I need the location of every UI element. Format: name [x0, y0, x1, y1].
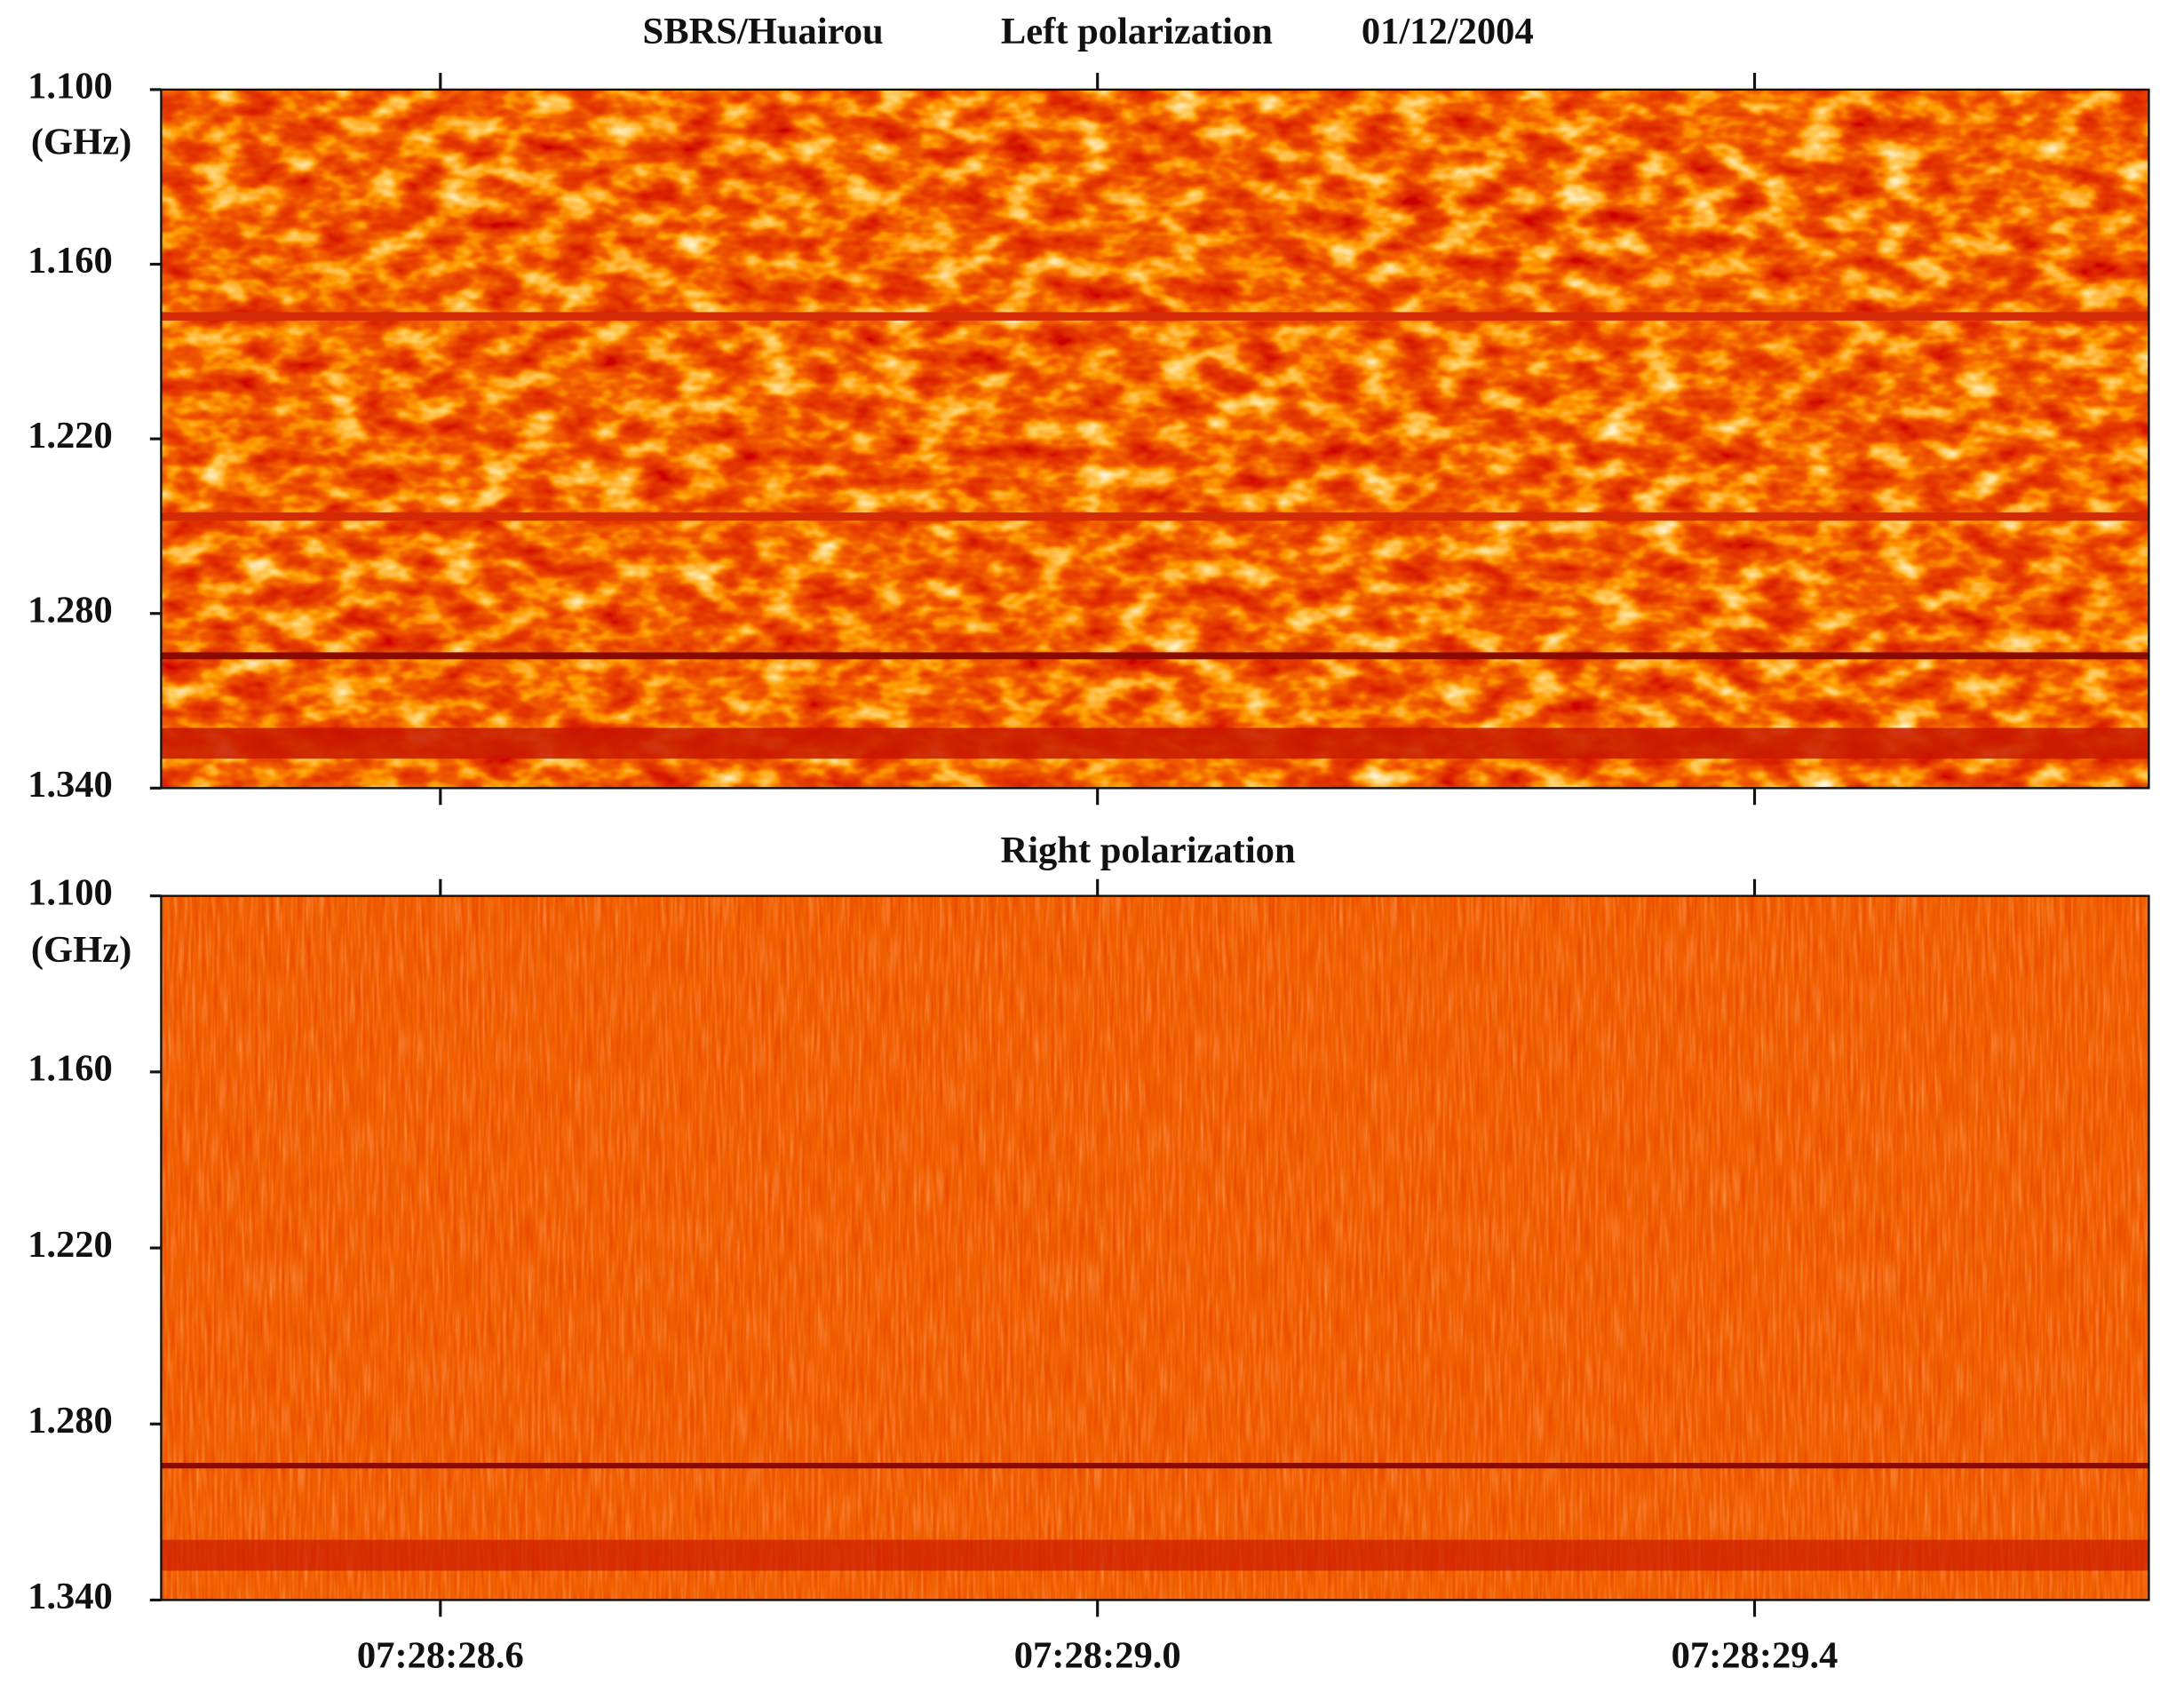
panel-title: Right polarization [1000, 830, 1295, 871]
band [161, 652, 2149, 660]
date: 01/12/2004 [1362, 11, 1534, 52]
y-tick-label: 1.220 [28, 1224, 113, 1266]
band [161, 512, 2149, 521]
y-tick-label: 1.340 [28, 1576, 113, 1617]
panel-title: Left polarization [1001, 11, 1273, 52]
y-tick-label: 1.100 [28, 66, 113, 107]
y-axis-label: (GHz) [31, 929, 131, 971]
x-tick-label: 07:28:29.0 [1014, 1634, 1181, 1676]
y-tick-label: 1.100 [28, 871, 113, 913]
y-tick-label: 1.220 [28, 415, 113, 457]
x-tick-label: 07:28:29.4 [1672, 1634, 1839, 1676]
spectrogram-image [161, 89, 2149, 789]
y-tick-label: 1.160 [28, 240, 113, 282]
spectrogram-image [161, 895, 2149, 1601]
y-tick-label: 1.280 [28, 1400, 113, 1442]
axes: 1.100 1.160 1.220 1.280 1.340 1.100 1.160 1.220… [28, 66, 2150, 1676]
band [161, 727, 2149, 759]
band [161, 1539, 2149, 1571]
y-tick-label: 1.280 [28, 589, 113, 631]
x-tick-label: 07:28:28.6 [357, 1634, 524, 1676]
y-tick-label: 1.340 [28, 764, 113, 806]
band [161, 312, 2149, 321]
band [161, 1462, 2149, 1469]
y-axis-label: (GHz) [31, 122, 131, 163]
y-tick-label: 1.160 [28, 1048, 113, 1090]
station: SBRS/Huairou [643, 11, 884, 52]
